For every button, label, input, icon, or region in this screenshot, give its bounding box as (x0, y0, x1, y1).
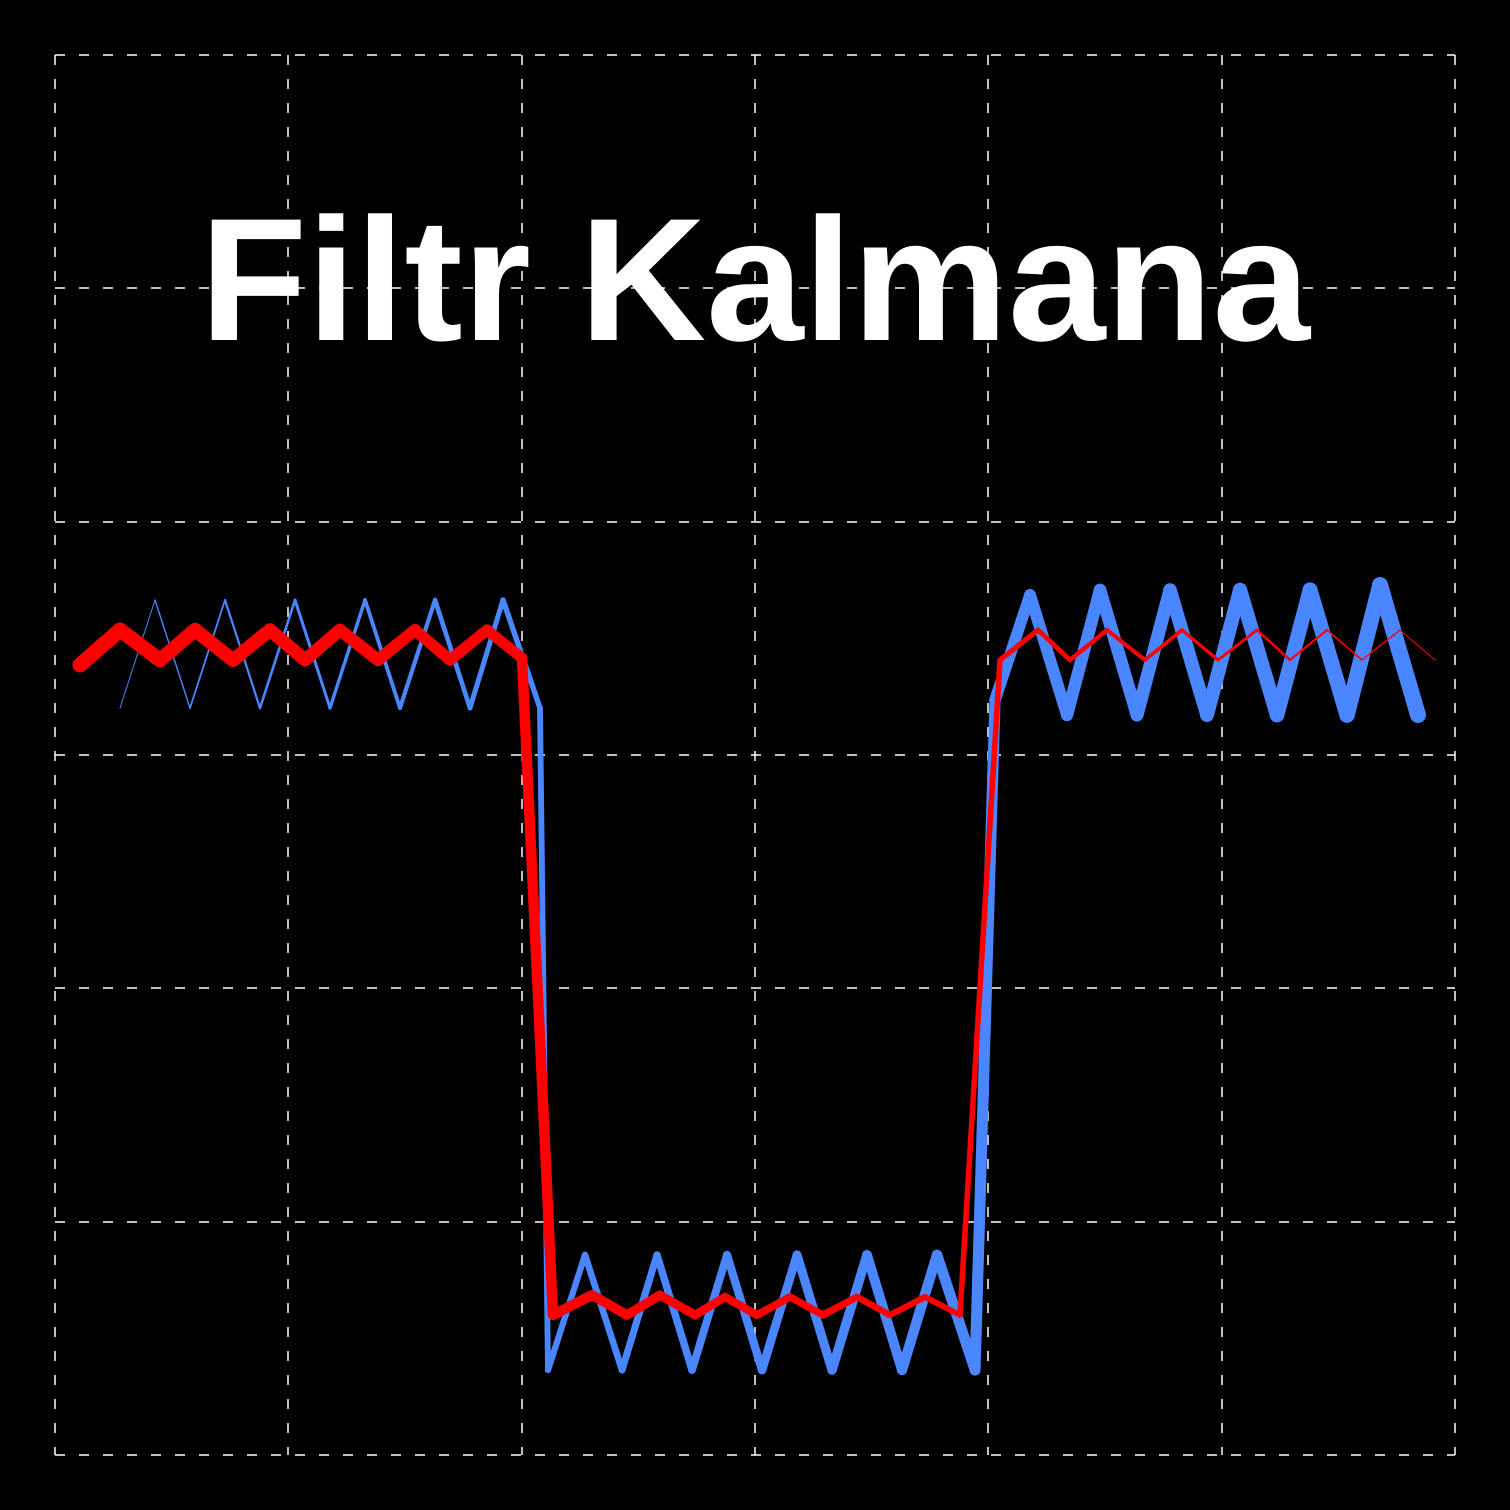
segment (328, 598, 367, 710)
segment (1302, 582, 1355, 723)
segment (444, 624, 493, 666)
segment (409, 624, 456, 666)
segment (516, 652, 559, 1321)
segment (1060, 583, 1107, 722)
segment (72, 622, 128, 673)
segment (189, 599, 226, 709)
segment (1361, 629, 1401, 661)
segment (226, 623, 277, 667)
segment (298, 623, 347, 667)
title: Filtr Kalmana (200, 183, 1312, 378)
segment (119, 599, 156, 709)
segment (653, 1251, 696, 1374)
segment (690, 1292, 730, 1320)
segment (1093, 583, 1144, 722)
segment (547, 1289, 598, 1321)
segment (397, 597, 438, 711)
segment (720, 1292, 762, 1320)
segment (997, 627, 1041, 663)
segment (1326, 629, 1363, 661)
segment (372, 624, 421, 666)
segment (1269, 582, 1318, 723)
segment (622, 1290, 665, 1320)
segment (581, 1251, 626, 1374)
segment (481, 624, 528, 664)
segment (587, 1290, 632, 1320)
segment (853, 1293, 894, 1319)
segment (827, 1250, 872, 1375)
segment (1067, 627, 1110, 663)
segment (1180, 628, 1220, 662)
segment (258, 598, 297, 710)
segment (757, 1250, 802, 1375)
segment (1399, 629, 1436, 661)
segment (1024, 589, 1073, 721)
segment (753, 1293, 794, 1319)
segment (1143, 628, 1184, 662)
segment (1216, 628, 1259, 662)
segment (1255, 628, 1292, 662)
segment (1035, 627, 1073, 663)
filtered-signal (72, 622, 1436, 1321)
segment (1288, 628, 1329, 662)
segment (1372, 577, 1426, 723)
segment (922, 1294, 963, 1318)
segment (819, 1293, 861, 1319)
segment (263, 623, 312, 667)
segment (886, 1293, 929, 1319)
segment (112, 622, 168, 668)
segment (786, 1293, 827, 1319)
segment (1200, 583, 1247, 722)
segment (467, 597, 506, 711)
segment (896, 1249, 943, 1376)
segment (1163, 583, 1214, 722)
segment (688, 1251, 731, 1374)
segment (1104, 627, 1148, 663)
segment (957, 657, 1003, 1318)
segment (1339, 577, 1388, 723)
segment (188, 623, 240, 667)
segment (333, 623, 385, 667)
segment (1232, 582, 1285, 723)
segment (655, 1290, 700, 1320)
segment (152, 622, 203, 668)
